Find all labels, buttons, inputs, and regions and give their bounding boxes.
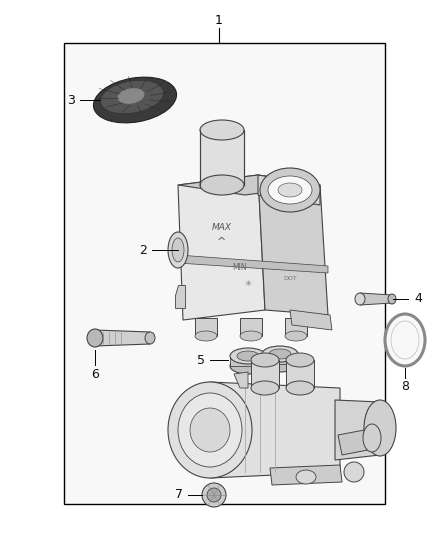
Polygon shape xyxy=(338,428,378,455)
Ellipse shape xyxy=(278,183,302,197)
Text: 4: 4 xyxy=(414,293,422,305)
Polygon shape xyxy=(360,293,392,305)
Ellipse shape xyxy=(237,351,259,361)
Ellipse shape xyxy=(251,381,279,395)
Polygon shape xyxy=(258,175,320,205)
Text: MIN: MIN xyxy=(233,263,247,272)
Polygon shape xyxy=(200,130,244,185)
Bar xyxy=(64,43,385,504)
Ellipse shape xyxy=(269,349,291,359)
Polygon shape xyxy=(251,360,279,388)
Ellipse shape xyxy=(195,331,217,341)
Ellipse shape xyxy=(355,293,365,305)
Ellipse shape xyxy=(93,77,177,123)
Bar xyxy=(285,318,307,336)
Bar xyxy=(262,354,298,364)
Ellipse shape xyxy=(200,120,244,140)
Polygon shape xyxy=(175,285,185,308)
Ellipse shape xyxy=(145,332,155,344)
Ellipse shape xyxy=(87,329,103,347)
Text: 7: 7 xyxy=(175,489,183,502)
Polygon shape xyxy=(270,465,342,485)
Ellipse shape xyxy=(285,331,307,341)
Ellipse shape xyxy=(364,400,396,456)
Ellipse shape xyxy=(262,346,298,362)
Ellipse shape xyxy=(296,470,316,484)
Bar xyxy=(230,356,266,366)
Ellipse shape xyxy=(251,353,279,367)
Text: 6: 6 xyxy=(91,367,99,381)
Ellipse shape xyxy=(168,382,252,478)
Ellipse shape xyxy=(230,348,266,364)
Ellipse shape xyxy=(117,88,145,104)
Ellipse shape xyxy=(286,353,314,367)
Text: 2: 2 xyxy=(139,244,147,256)
Ellipse shape xyxy=(286,381,314,395)
Polygon shape xyxy=(95,330,150,346)
Ellipse shape xyxy=(172,238,184,262)
Ellipse shape xyxy=(190,408,230,452)
Ellipse shape xyxy=(207,488,221,502)
Ellipse shape xyxy=(240,331,262,341)
Ellipse shape xyxy=(200,175,244,195)
Ellipse shape xyxy=(344,462,364,482)
Ellipse shape xyxy=(202,483,226,507)
Text: 1: 1 xyxy=(215,13,223,27)
Ellipse shape xyxy=(260,168,320,212)
Ellipse shape xyxy=(230,358,266,374)
Ellipse shape xyxy=(268,176,312,204)
Polygon shape xyxy=(286,360,314,388)
Ellipse shape xyxy=(391,321,419,359)
Text: DOT: DOT xyxy=(283,276,297,280)
Text: ^: ^ xyxy=(217,237,227,247)
Polygon shape xyxy=(210,382,340,478)
Ellipse shape xyxy=(178,393,242,467)
Bar xyxy=(195,318,217,336)
Text: ✳: ✳ xyxy=(244,279,251,287)
Ellipse shape xyxy=(100,80,164,114)
Polygon shape xyxy=(258,175,328,315)
Polygon shape xyxy=(290,310,332,330)
Polygon shape xyxy=(335,400,380,460)
Ellipse shape xyxy=(388,294,396,304)
Ellipse shape xyxy=(385,314,425,366)
Text: 8: 8 xyxy=(401,381,409,393)
Polygon shape xyxy=(178,255,328,273)
Polygon shape xyxy=(178,175,320,195)
Ellipse shape xyxy=(168,232,188,268)
Ellipse shape xyxy=(363,424,381,452)
Polygon shape xyxy=(178,175,265,320)
Polygon shape xyxy=(234,372,248,388)
Ellipse shape xyxy=(262,356,298,372)
Bar xyxy=(240,318,262,336)
Text: MAX: MAX xyxy=(212,223,232,232)
Text: 3: 3 xyxy=(67,93,75,107)
Text: 5: 5 xyxy=(197,353,205,367)
